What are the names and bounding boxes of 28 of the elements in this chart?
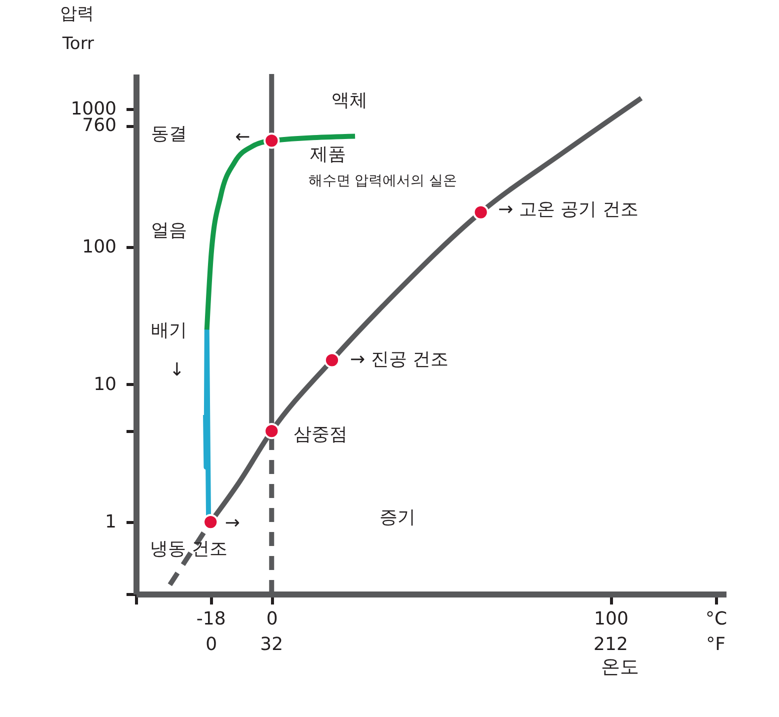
y-tick-label: 760 [82, 115, 116, 136]
annotation: 액체 [331, 90, 368, 111]
annotation: 배기 [150, 320, 187, 342]
y-tick-label: 1 [105, 512, 116, 533]
x2-tick-label: 212 [594, 634, 628, 655]
annotation: 삼중점 [293, 424, 348, 446]
annotation: → 고온 공기 건조 [498, 198, 638, 220]
x-tick-label: 100 [594, 608, 628, 630]
x2-tick-label: 0 [206, 634, 218, 655]
x-tick-label: °C [706, 608, 728, 630]
annotation: 냉동 건조 [150, 538, 228, 560]
annotation: ← [235, 126, 250, 148]
annotation: 동결 [150, 124, 187, 145]
annotation: 얼음 [150, 220, 187, 241]
y-tick-label: 100 [82, 236, 116, 258]
annotation: 증기 [380, 506, 416, 528]
annotation: 해수면 압력에서의 실온 [308, 172, 458, 189]
annotation: ↓ [169, 360, 184, 381]
y-tick-label: 10 [94, 374, 116, 395]
x-axis-title: 온도 [600, 656, 639, 678]
x2-tick-label: °F [706, 634, 726, 655]
x-tick-label: 0 [266, 608, 278, 630]
annotation: → 진공 건조 [350, 349, 448, 370]
annotation: 제품 [310, 144, 346, 165]
y-axis-title: 압력 Torr [60, 4, 94, 54]
x2-tick-label: 32 [260, 634, 284, 655]
annotation: → [224, 512, 240, 534]
x-tick-label: -18 [196, 608, 226, 630]
